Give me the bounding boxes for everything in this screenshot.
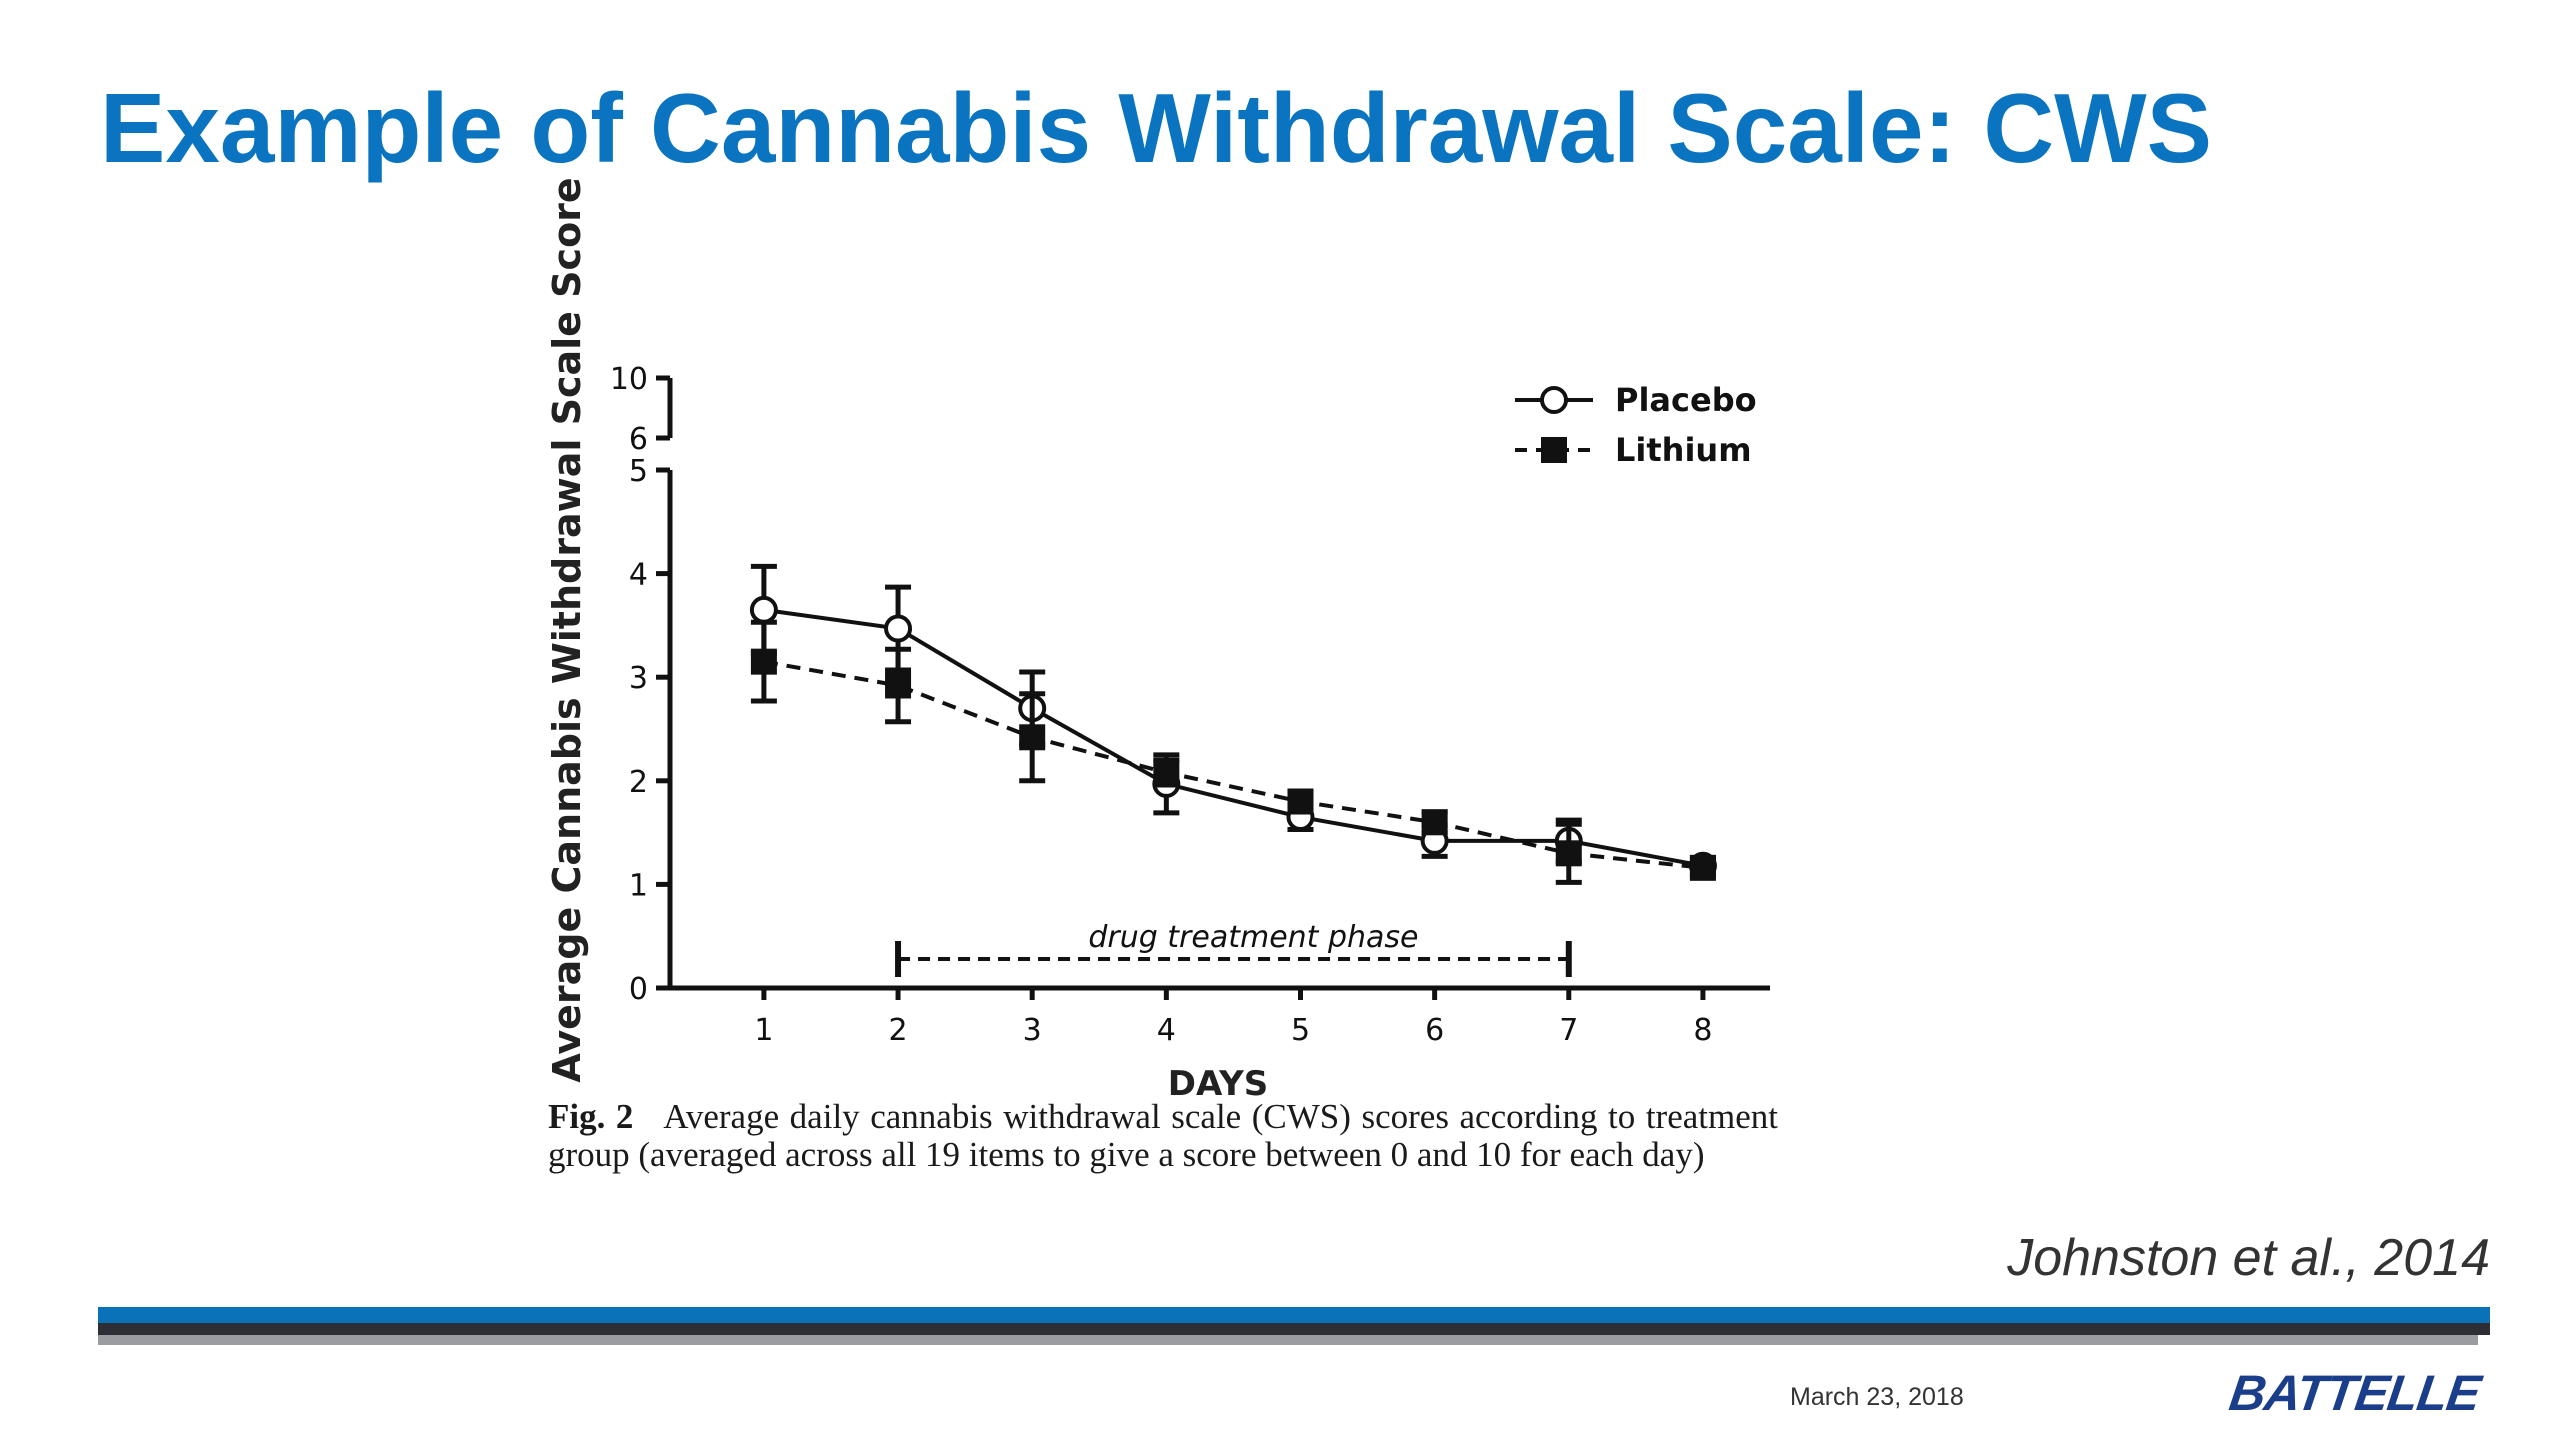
data-point-circle — [749, 595, 778, 624]
figure-caption-label: Fig. 2 — [548, 1097, 634, 1136]
y-break-tick-label: 6 — [629, 422, 648, 457]
footer-band-gray — [98, 1335, 2478, 1345]
y-break-tick-label: 10 — [610, 362, 648, 397]
y-tick-label: 4 — [629, 558, 648, 593]
series-lithium — [750, 619, 1716, 885]
annotation-label: drug treatment phase — [1088, 920, 1418, 955]
x-tick-label: 5 — [1291, 1013, 1310, 1048]
chart-legend: Placebo Lithium — [1515, 381, 1757, 469]
footer-band-dark — [98, 1323, 2490, 1335]
y-tick-label: 5 — [629, 454, 648, 489]
y-tick-label: 1 — [629, 868, 648, 903]
figure-caption: Fig. 2 Average daily cannabis withdrawal… — [548, 1098, 1778, 1174]
figure-caption-text: Average daily cannabis withdrawal scale … — [548, 1097, 1778, 1174]
x-axis-label: DAYS — [1168, 1064, 1268, 1104]
y-tick-label: 0 — [629, 972, 648, 1007]
data-point-square — [1153, 759, 1180, 786]
y-axis-label: Average Cannabis Withdrawal Scale Score — [545, 177, 589, 1082]
y-tick-label: 2 — [629, 765, 648, 800]
data-point-square — [1421, 809, 1448, 836]
series-line-lithium — [763, 659, 1704, 870]
chart-series — [749, 563, 1717, 885]
battelle-logo: BATTELLE — [2226, 1365, 2484, 1421]
data-point-square — [1287, 788, 1314, 815]
x-tick-label: 8 — [1693, 1013, 1712, 1048]
data-point-square — [885, 672, 912, 699]
data-point-square — [750, 648, 777, 675]
cws-line-chart: Average Cannabis Withdrawal Scale Score … — [545, 177, 1770, 1104]
data-point-square — [1555, 840, 1582, 867]
legend-marker-placebo — [1540, 386, 1568, 414]
y-tick-label: 3 — [629, 661, 648, 696]
x-tick-label: 6 — [1425, 1013, 1444, 1048]
data-point-square — [1019, 724, 1046, 751]
treatment-phase-annotation: drug treatment phase — [895, 920, 1572, 977]
x-tick-label: 4 — [1157, 1013, 1176, 1048]
footer-date: March 23, 2018 — [1790, 1383, 1964, 1411]
footer-band-blue — [98, 1307, 2490, 1323]
x-tick-label: 3 — [1023, 1013, 1042, 1048]
legend-label-lithium: Lithium — [1615, 431, 1752, 469]
x-tick-label: 7 — [1559, 1013, 1578, 1048]
legend-label-placebo: Placebo — [1615, 381, 1757, 419]
slide-title: Example of Cannabis Withdrawal Scale: CW… — [100, 73, 2213, 183]
citation: Johnston et al., 2014 — [2007, 1229, 2490, 1287]
data-point-circle — [884, 614, 913, 643]
legend-marker-lithium — [1541, 437, 1567, 463]
series-line-placebo — [763, 607, 1704, 868]
x-tick-label: 1 — [754, 1013, 773, 1048]
data-point-square — [1689, 854, 1716, 881]
x-tick-label: 2 — [889, 1013, 908, 1048]
